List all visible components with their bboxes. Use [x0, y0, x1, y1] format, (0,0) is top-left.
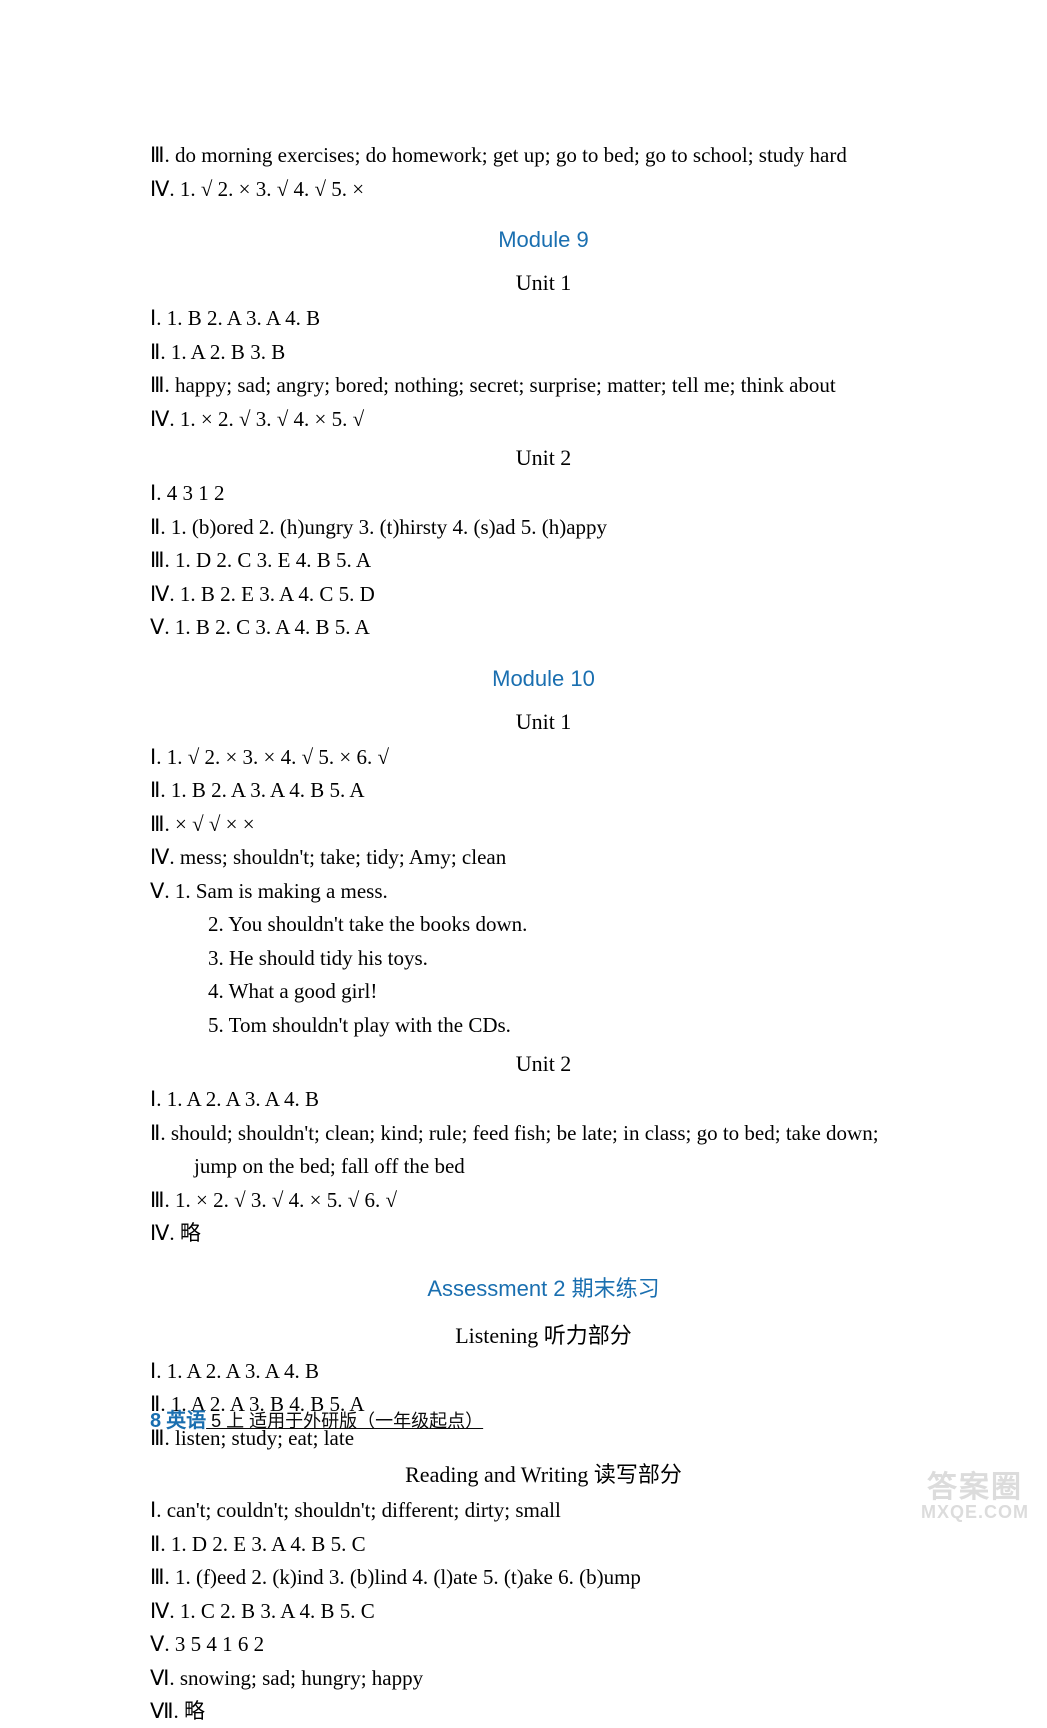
footer-edition: 5 上 适用于外研版（一年级起点） — [206, 1411, 483, 1431]
m10-u1-line-i: Ⅰ. 1. √ 2. × 3. × 4. √ 5. × 6. √ — [150, 742, 937, 774]
module-10-title: Module 10 — [150, 662, 937, 695]
module-10-unit-1-title: Unit 1 — [150, 705, 937, 738]
m9-u1-line-iv: Ⅳ. 1. × 2. √ 3. √ 4. × 5. √ — [150, 404, 937, 436]
watermark-bottom: MXQE.COM — [921, 1503, 1029, 1522]
m10-u2-line-ii-a: Ⅱ. should; shouldn't; clean; kind; rule;… — [150, 1118, 937, 1150]
m10-u1-line-ii: Ⅱ. 1. B 2. A 3. A 4. B 5. A — [150, 775, 937, 807]
footer-subject: 英语 — [166, 1410, 206, 1432]
m10-u2-line-ii-b: jump on the bed; fall off the bed — [150, 1151, 937, 1183]
m10-u1-line-v-3: 3. He should tidy his toys. — [150, 943, 937, 975]
rw-line-v: Ⅴ. 3 5 4 1 6 2 — [150, 1629, 937, 1661]
m9-u1-line-ii: Ⅱ. 1. A 2. B 3. B — [150, 337, 937, 369]
listening-section-title: Listening 听力部分 — [150, 1319, 937, 1352]
m10-u1-line-iii: Ⅲ. × √ √ × × — [150, 809, 937, 841]
m10-u1-line-v-5: 5. Tom shouldn't play with the CDs. — [150, 1010, 937, 1042]
m10-u1-line-v-4: 4. What a good girl! — [150, 976, 937, 1008]
m9-u2-line-iv: Ⅳ. 1. B 2. E 3. A 4. C 5. D — [150, 579, 937, 611]
reading-writing-section-title: Reading and Writing 读写部分 — [150, 1458, 937, 1491]
rw-line-ii: Ⅱ. 1. D 2. E 3. A 4. B 5. C — [150, 1529, 937, 1561]
rw-line-vi: Ⅵ. snowing; sad; hungry; happy — [150, 1663, 937, 1695]
m9-u1-line-i: Ⅰ. 1. B 2. A 3. A 4. B — [150, 303, 937, 335]
m9-u2-line-v: Ⅴ. 1. B 2. C 3. A 4. B 5. A — [150, 612, 937, 644]
rw-line-iv: Ⅳ. 1. C 2. B 3. A 4. B 5. C — [150, 1596, 937, 1628]
m10-u1-line-v-1: Ⅴ. 1. Sam is making a mess. — [150, 876, 937, 908]
watermark: 答案圈 MXQE.COM — [921, 1472, 1029, 1522]
m9-u1-line-iii: Ⅲ. happy; sad; angry; bored; nothing; se… — [150, 370, 937, 402]
module-9-unit-2-title: Unit 2 — [150, 441, 937, 474]
m10-u1-line-v-2: 2. You shouldn't take the books down. — [150, 909, 937, 941]
m10-u1-line-iv: Ⅳ. mess; shouldn't; take; tidy; Amy; cle… — [150, 842, 937, 874]
module-9-title: Module 9 — [150, 223, 937, 256]
top-line-iii: Ⅲ. do morning exercises; do homework; ge… — [150, 140, 937, 172]
module-10-unit-2-title: Unit 2 — [150, 1047, 937, 1080]
rw-line-iii: Ⅲ. 1. (f)eed 2. (k)ind 3. (b)lind 4. (l)… — [150, 1562, 937, 1594]
m10-u2-line-iv: Ⅳ. 略 — [150, 1218, 937, 1250]
page-number: 8 — [150, 1410, 161, 1432]
rw-line-vii: Ⅶ. 略 — [150, 1696, 937, 1728]
module-9-unit-1-title: Unit 1 — [150, 266, 937, 299]
watermark-top: 答案圈 — [921, 1472, 1029, 1504]
m10-u2-line-i: Ⅰ. 1. A 2. A 3. A 4. B — [150, 1084, 937, 1116]
m10-u2-line-iii: Ⅲ. 1. × 2. √ 3. √ 4. × 5. √ 6. √ — [150, 1185, 937, 1217]
top-line-iv: Ⅳ. 1. √ 2. × 3. √ 4. √ 5. × — [150, 174, 937, 206]
m9-u2-line-i: Ⅰ. 4 3 1 2 — [150, 478, 937, 510]
answer-key-page: Ⅲ. do morning exercises; do homework; ge… — [0, 0, 1047, 1536]
rw-line-i: Ⅰ. can't; couldn't; shouldn't; different… — [150, 1495, 937, 1527]
listening-line-i: Ⅰ. 1. A 2. A 3. A 4. B — [150, 1356, 937, 1388]
m9-u2-line-ii: Ⅱ. 1. (b)ored 2. (h)ungry 3. (t)hirsty 4… — [150, 512, 937, 544]
assessment-2-title: Assessment 2 期末练习 — [150, 1272, 937, 1305]
m9-u2-line-iii: Ⅲ. 1. D 2. C 3. E 4. B 5. A — [150, 545, 937, 577]
page-footer: 8 英语 5 上 适用于外研版（一年级起点） — [150, 1406, 483, 1436]
